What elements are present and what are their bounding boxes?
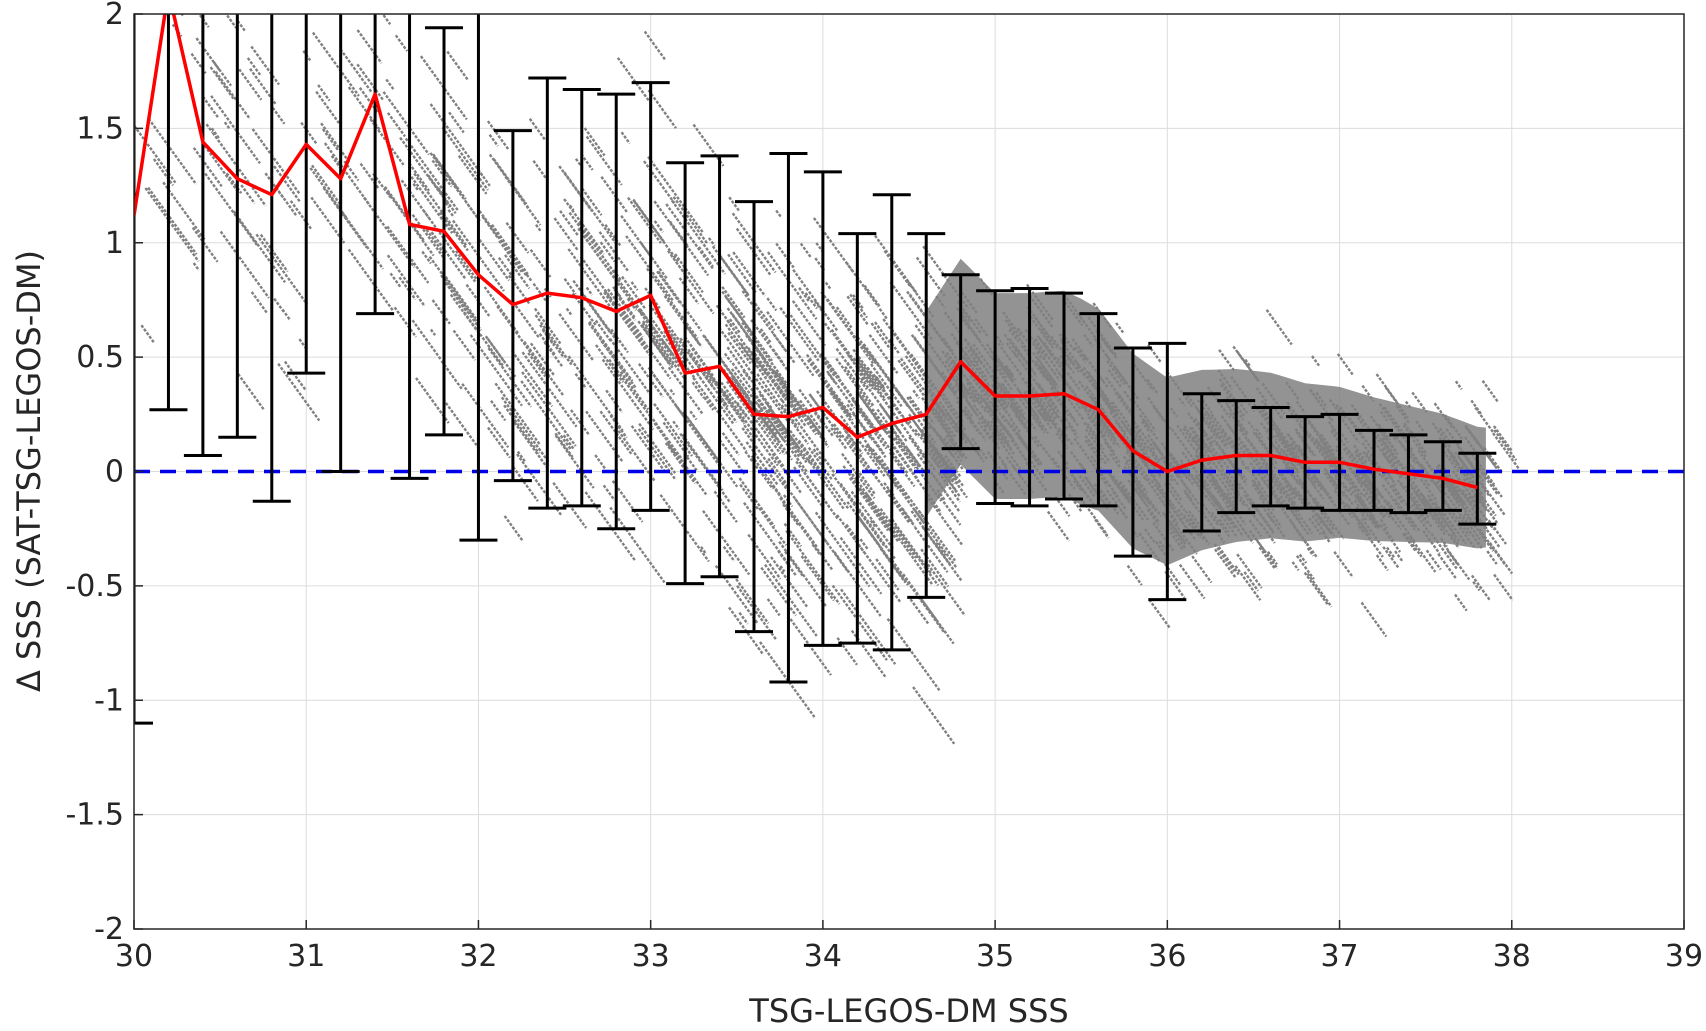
x-tick-label: 35 [976, 939, 1014, 974]
y-tick-label: -2 [94, 912, 124, 947]
y-tick-label: 2 [105, 0, 124, 32]
x-tick-label: 37 [1320, 939, 1358, 974]
x-tick-label: 31 [287, 939, 325, 974]
y-tick-label: -1.5 [65, 798, 124, 833]
x-tick-label: 33 [632, 939, 670, 974]
x-tick-label: 30 [115, 939, 153, 974]
x-axis-label: TSG-LEGOS-DM SSS [748, 992, 1068, 1030]
x-tick-label: 39 [1665, 939, 1703, 974]
y-tick-label: 0.5 [76, 340, 124, 375]
y-axis-label: Δ SSS (SAT-TSG-LEGOS-DM) [10, 250, 48, 692]
x-tick-label: 34 [804, 939, 842, 974]
y-tick-label: 1.5 [76, 111, 124, 146]
x-tick-label: 32 [459, 939, 497, 974]
mean-line [134, 14, 1478, 490]
x-tick-label: 36 [1148, 939, 1186, 974]
y-tick-label: 1 [105, 226, 124, 261]
x-ticks: 30 31 32 33 34 35 36 37 38 39 [115, 920, 1703, 974]
x-tick-label: 38 [1493, 939, 1531, 974]
y-tick-label: 0 [105, 455, 124, 490]
mean-line-group [134, 14, 1478, 490]
y-tick-label: -0.5 [65, 569, 124, 604]
y-tick-label: -1 [94, 683, 124, 718]
dense-scatter-region [926, 258, 1486, 566]
y-ticks: -2 -1.5 -1 -0.5 0 0.5 1 1.5 2 [65, 0, 143, 947]
